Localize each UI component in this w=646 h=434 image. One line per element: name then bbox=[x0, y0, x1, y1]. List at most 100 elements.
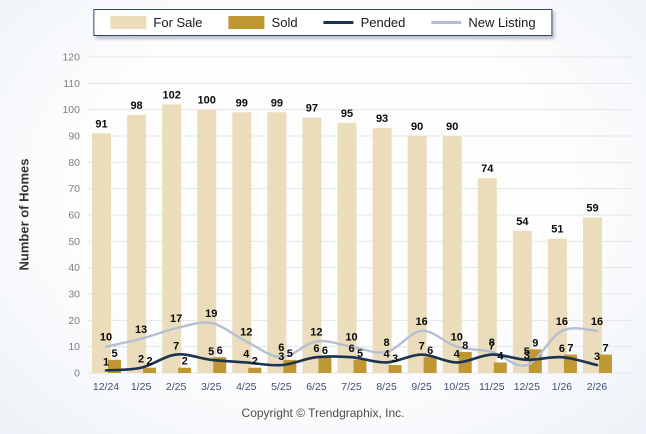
y-tick-label: 100 bbox=[62, 104, 80, 116]
bar-sold bbox=[353, 359, 367, 373]
y-tick-label: 0 bbox=[74, 368, 80, 380]
x-axis-label: 1/25 bbox=[131, 381, 152, 393]
value-label-for-sale: 99 bbox=[271, 97, 283, 109]
legend-item-sold: Sold bbox=[228, 15, 298, 30]
x-axis-label: 12/25 bbox=[514, 381, 540, 393]
value-label-sold: 8 bbox=[462, 340, 468, 352]
legend-item-pended: Pended bbox=[323, 15, 405, 30]
value-label-pended: 5 bbox=[208, 346, 214, 358]
value-label-sold: 7 bbox=[567, 343, 573, 355]
bar-for-sale bbox=[92, 133, 111, 373]
y-tick-label: 20 bbox=[68, 315, 80, 327]
value-label-sold: 3 bbox=[392, 353, 398, 365]
value-label-sold: 4 bbox=[497, 350, 504, 362]
legend-item-new-listing: New Listing bbox=[431, 15, 536, 30]
x-axis-label: 2/26 bbox=[587, 381, 608, 393]
value-label-pended: 3 bbox=[594, 351, 600, 363]
value-label-for-sale: 97 bbox=[306, 103, 318, 115]
value-label-pended: 4 bbox=[454, 348, 461, 360]
new-listing-line-swatch-icon bbox=[431, 21, 462, 24]
x-axis-label: 2/25 bbox=[166, 381, 187, 393]
bar-for-sale bbox=[162, 104, 182, 374]
x-axis-label: 12/24 bbox=[93, 381, 119, 393]
value-label-pended: 4 bbox=[384, 348, 391, 360]
value-label-for-sale: 93 bbox=[376, 113, 388, 125]
bar-for-sale bbox=[442, 136, 462, 373]
legend-label-for-sale: For Sale bbox=[153, 15, 203, 30]
value-label-sold: 5 bbox=[357, 348, 363, 360]
value-label-sold: 2 bbox=[147, 356, 153, 368]
y-tick-label: 40 bbox=[68, 262, 80, 274]
value-label-pended: 5 bbox=[524, 346, 530, 358]
bar-sold bbox=[493, 362, 507, 373]
value-label-pended: 2 bbox=[138, 354, 144, 366]
x-axis-label: 3/25 bbox=[201, 381, 222, 393]
bar-sold bbox=[178, 367, 192, 373]
x-axis-label: 11/25 bbox=[479, 381, 505, 393]
value-label-for-sale: 51 bbox=[551, 224, 563, 236]
value-label-for-sale: 54 bbox=[516, 216, 529, 228]
bar-for-sale bbox=[267, 112, 287, 374]
x-axis-label: 10/25 bbox=[444, 381, 470, 393]
value-label-sold: 5 bbox=[287, 348, 293, 360]
y-tick-label: 80 bbox=[68, 157, 80, 169]
value-label-new-listing: 8 bbox=[489, 337, 495, 349]
bar-sold bbox=[423, 357, 437, 373]
value-label-sold: 9 bbox=[532, 337, 538, 349]
value-label-new-listing: 3 bbox=[524, 350, 530, 362]
legend-item-for-sale: For Sale bbox=[110, 15, 203, 30]
sold-swatch-icon bbox=[228, 16, 265, 29]
y-tick-label: 70 bbox=[68, 183, 80, 195]
value-label-new-listing: 17 bbox=[170, 313, 182, 325]
x-axis-label: 8/25 bbox=[376, 381, 397, 393]
y-tick-label: 90 bbox=[68, 131, 80, 143]
value-label-new-listing: 10 bbox=[451, 332, 463, 344]
value-label-for-sale: 98 bbox=[130, 100, 142, 112]
bar-for-sale bbox=[197, 109, 217, 374]
bar-for-sale bbox=[583, 217, 602, 373]
value-label-new-listing: 8 bbox=[384, 337, 390, 349]
y-tick-label: 50 bbox=[68, 236, 80, 248]
value-label-for-sale: 59 bbox=[586, 203, 598, 215]
bar-for-sale bbox=[372, 128, 392, 373]
value-label-pended: 7 bbox=[419, 341, 425, 353]
line-new-listing bbox=[104, 321, 599, 367]
x-axis-label: 6/25 bbox=[306, 381, 327, 393]
bar-for-sale bbox=[127, 114, 147, 373]
value-label-new-listing: 19 bbox=[205, 308, 217, 320]
bar-sold bbox=[599, 354, 612, 373]
pended-line-swatch-icon bbox=[323, 21, 354, 24]
value-label-pended: 4 bbox=[243, 348, 250, 360]
y-axis-title: Number of Homes bbox=[16, 158, 32, 271]
y-tick-label: 120 bbox=[62, 52, 80, 64]
y-tick-label: 110 bbox=[63, 78, 80, 90]
x-axis-label: 9/25 bbox=[411, 381, 432, 393]
value-label-new-listing: 12 bbox=[240, 326, 252, 338]
value-label-for-sale: 95 bbox=[341, 108, 353, 120]
value-label-for-sale: 100 bbox=[198, 95, 216, 107]
value-label-for-sale: 99 bbox=[236, 97, 248, 109]
legend-label-new-listing: New Listing bbox=[468, 15, 536, 30]
bar-for-sale bbox=[477, 178, 497, 373]
value-label-sold: 6 bbox=[217, 345, 223, 357]
for-sale-swatch-icon bbox=[110, 16, 147, 29]
value-label-for-sale: 74 bbox=[481, 163, 494, 175]
bar-for-sale bbox=[232, 112, 252, 374]
bar-sold bbox=[143, 367, 157, 373]
value-label-sold: 2 bbox=[182, 356, 188, 368]
bar-sold bbox=[318, 357, 332, 373]
value-label-sold: 2 bbox=[252, 356, 258, 368]
bar-sold bbox=[388, 365, 402, 373]
x-axis-label: 4/25 bbox=[236, 381, 257, 393]
copyright-text: Copyright © Trendgraphix, Inc. bbox=[241, 406, 405, 420]
value-label-new-listing: 16 bbox=[556, 316, 568, 328]
bar-for-sale bbox=[337, 122, 357, 373]
x-axis-label: 5/25 bbox=[271, 381, 292, 393]
value-label-for-sale: 102 bbox=[162, 89, 180, 101]
value-label-for-sale: 90 bbox=[411, 121, 423, 133]
value-label-pended: 6 bbox=[313, 343, 319, 355]
value-label-sold: 6 bbox=[427, 345, 433, 357]
value-label-pended: 1 bbox=[103, 356, 109, 368]
